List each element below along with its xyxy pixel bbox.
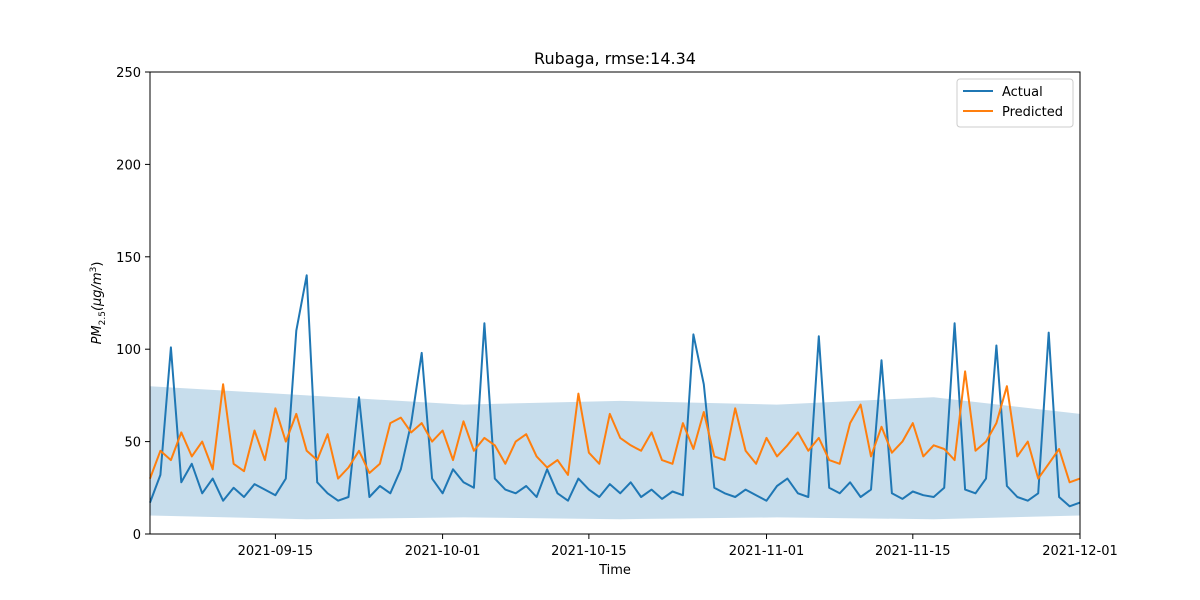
y-tick-label: 150 — [116, 251, 141, 266]
y-axis-label-units-suffix: ) — [90, 262, 105, 267]
uncertainty-band — [150, 386, 1080, 520]
y-axis-label: PM2.5(μg/m3) — [89, 262, 108, 345]
chart-title: Rubaga, rmse:14.34 — [534, 49, 696, 68]
series-layer — [149, 274, 1081, 508]
x-tick-label: 2021-11-01 — [729, 544, 805, 559]
x-tick-label: 2021-10-01 — [405, 544, 481, 559]
y-tick-label: 0 — [133, 528, 141, 543]
x-tick-label: 2021-09-15 — [238, 544, 314, 559]
legend-label-actual: Actual — [1002, 85, 1043, 100]
y-axis-label-units-prefix: (μg/m — [90, 272, 105, 311]
y-axis-label-base: PM — [90, 325, 105, 344]
series-line-actual — [149, 274, 1081, 508]
y-axis-label-subscript: 2.5 — [98, 311, 108, 325]
x-tick-label: 2021-10-15 — [551, 544, 627, 559]
legend-label-predicted: Predicted — [1002, 105, 1063, 120]
series-line-predicted — [149, 370, 1081, 484]
y-axis-label-units-superscript: 3 — [89, 267, 99, 273]
y-axis-ticks: 0 50 100 150 200 250 — [116, 66, 150, 543]
legend: Actual Predicted — [956, 78, 1074, 128]
y-tick-label: 100 — [116, 343, 141, 358]
y-tick-label: 200 — [116, 158, 141, 173]
x-tick-label: 2021-11-15 — [875, 544, 951, 559]
y-tick-label: 50 — [124, 436, 141, 451]
y-tick-label: 250 — [116, 66, 141, 81]
plot-frame — [149, 71, 1081, 535]
uncertainty-band-layer — [150, 386, 1080, 520]
x-axis-ticks: 2021-09-15 2021-10-01 2021-10-15 2021-11-01… — [238, 534, 1118, 559]
x-tick-label: 2021-12-01 — [1042, 544, 1118, 559]
x-axis-label: Time — [598, 563, 631, 578]
